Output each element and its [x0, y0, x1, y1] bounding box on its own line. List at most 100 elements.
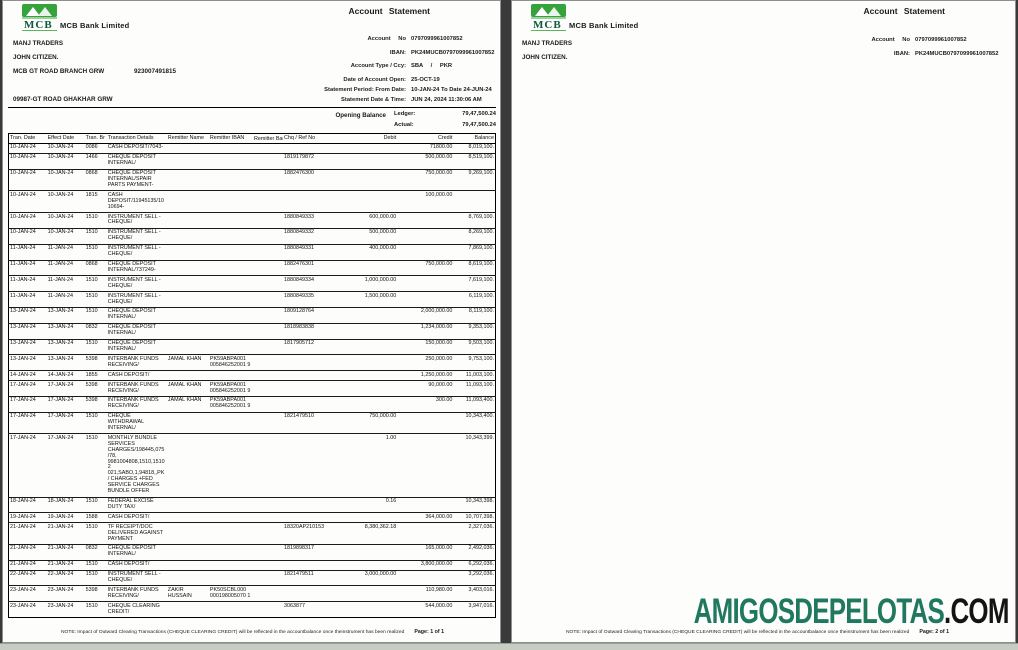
table-row: 11-JAN-24 11-JAN-24 1510 INSTRUMENT SELL - … — [8, 275, 496, 292]
cell-chq-ref-no: 1880849334 — [284, 276, 314, 283]
cell-remitter-bank — [253, 570, 283, 586]
cell-remitter-iban: PK59ABPA001 005846252001 9 — [209, 381, 251, 394]
cell-tran-date: 13-JAN-24 — [10, 324, 36, 331]
cell-remitter-iban — [209, 523, 253, 545]
statement-table-wrap: Tran. Date Effect Date Tran. Br Transaction… — [8, 133, 496, 619]
customer-line2: JOHN CITIZEN. — [13, 54, 59, 61]
cell-chq-ref-no — [283, 371, 345, 381]
cell-effect-date: 10-JAN-24 — [47, 170, 74, 177]
table-row: 13-JAN-24 13-JAN-24 5398 INTERBANK FUNDS RE… — [8, 354, 496, 371]
cell-details: INTERBANK FUNDS RECEIVING/ — [107, 586, 159, 599]
cell-remitter-bank — [253, 323, 283, 339]
cell-effect-date: 10-JAN-24 — [47, 213, 74, 220]
cell-remitter-name — [167, 323, 209, 339]
cell-remitter-name — [167, 371, 209, 381]
cell-chq-ref-no: 3063877 — [284, 602, 305, 609]
cell-effect-date: 23-JAN-24 — [47, 586, 74, 593]
cell-tran-br: 0868 — [85, 170, 98, 177]
table-row: 23-JAN-24 23-JAN-24 5398 INTERBANK FUNDS RE… — [8, 585, 496, 602]
cell-credit: 90,000.00 — [428, 381, 453, 388]
cell-effect-date: 14-JAN-24 — [47, 371, 74, 378]
table-row: 17-JAN-24 17-JAN-24 5398 INTERBANK FUNDS RE… — [8, 396, 496, 412]
cell-remitter-name — [167, 513, 209, 523]
cell-balance: 10,343,400. — [465, 413, 494, 420]
statement-page-1: MCB MCB Bank Limited Account Statement M… — [2, 0, 501, 643]
cell-tran-date: 13-JAN-24 — [10, 308, 36, 315]
cell-debit — [345, 260, 397, 276]
cell-credit: 110,980.00 — [425, 586, 453, 593]
cell-tran-br: 5398 — [85, 397, 98, 404]
cell-details: CHEQUE DEPOSIT INTERNAL/ — [107, 340, 156, 352]
cell-remitter-bank — [253, 339, 283, 355]
table-row: 21-JAN-24 21-JAN-24 1510 TF RECEIPT/DOC DEL… — [8, 522, 496, 545]
cell-chq-ref-no — [283, 434, 345, 497]
table-row: 10-JAN-24 10-JAN-24 0086 CASH DEPOSIT/7043-… — [8, 143, 496, 153]
table-row: 10-JAN-24 10-JAN-24 0868 CHEQUE DEPOSIT INT… — [8, 169, 496, 191]
cell-tran-date: 11-JAN-24 — [10, 292, 36, 299]
table-row: 10-JAN-24 10-JAN-24 1466 CHEQUE DEPOSIT INT… — [8, 153, 496, 169]
cell-remitter-name: JAMAL KHAN — [167, 397, 202, 404]
cell-chq-ref-no: 1809128764 — [284, 308, 314, 315]
cell-remitter-bank — [253, 169, 283, 191]
iban-value: PK24MUCB0797099961007852 — [411, 50, 495, 56]
cell-remitter-name: JAMAL KHAN — [167, 355, 202, 362]
cell-remitter-name — [167, 434, 209, 497]
cell-debit — [345, 396, 397, 412]
taskbar-strip — [0, 643, 1018, 650]
cell-balance: 9,353,100. — [468, 324, 494, 331]
cell-remitter-bank — [253, 544, 283, 560]
statement-period-row: Statement Period: From Date: 10-JAN-24 T… — [3, 87, 500, 93]
header-details: Transaction Details — [107, 134, 154, 141]
cell-details: INSTRUMENT SELL - CHEQUE/ — [107, 213, 161, 226]
cell-balance: 7,869,100. — [468, 245, 494, 252]
cell-debit — [345, 339, 397, 355]
cell-credit — [397, 292, 453, 308]
cell-credit: 1,234,000.00 — [420, 324, 453, 331]
branch-line: MCB GT ROAD BRANCH GRW 923007491815 — [13, 68, 176, 75]
cell-credit: 2,000,000.00 — [420, 308, 453, 315]
cell-credit: 300.00 — [435, 397, 453, 404]
cell-credit: 750,000.00 — [425, 261, 453, 267]
cell-balance: 11,093,400. — [465, 397, 494, 404]
cell-tran-br: 1510 — [85, 561, 98, 568]
header-chq-ref-no: Chq / Ref No — [284, 134, 316, 141]
cell-credit: 71800.00 — [429, 144, 453, 151]
table-row: 11-JAN-24 11-JAN-24 1510 INSTRUMENT SELL - … — [8, 291, 496, 308]
cell-effect-date: 10-JAN-24 — [47, 154, 74, 161]
cell-details: CHEQUE DEPOSIT INTERNAL/737249- — [107, 261, 156, 273]
cell-debit — [345, 560, 397, 570]
cell-chq-ref-no: 1817905712 — [284, 340, 314, 347]
cell-tran-date: 18-JAN-24 — [10, 498, 36, 504]
cell-balance: 9,269,100. — [468, 170, 494, 177]
cell-tran-br: 5398 — [85, 381, 98, 388]
cell-remitter-name — [167, 153, 209, 169]
cell-tran-br: 0868 — [85, 261, 98, 267]
cell-remitter-iban — [209, 153, 253, 169]
cell-chq-ref-no: 1819898317 — [284, 545, 314, 552]
cell-remitter-name — [167, 169, 209, 191]
watermark-tld: .COM — [944, 592, 1009, 631]
cell-details: INTERBANK FUNDS RECEIVING/ — [107, 355, 159, 368]
cell-remitter-bank — [253, 191, 283, 213]
table-row: 13-JAN-24 13-JAN-24 0832 CHEQUE DEPOSIT INT… — [8, 323, 496, 339]
cell-credit: 544,000.00 — [425, 602, 453, 609]
cell-remitter-name: JAMAL KHAN — [167, 381, 202, 388]
cell-debit: 750,000.00 — [369, 413, 397, 420]
cell-balance: 11,093,100. — [465, 381, 494, 388]
table-row: 23-JAN-24 23-JAN-24 1510 CHEQUE CLEARING CR… — [8, 601, 496, 618]
cell-tran-date: 22-JAN-24 — [10, 571, 36, 578]
cell-tran-br: 1510 — [85, 340, 98, 347]
table-row: 21-JAN-24 21-JAN-24 1510 CASH DEPOSIT/3,800… — [8, 560, 496, 570]
cell-tran-br: 1510 — [85, 292, 98, 299]
clearing-note: NOTE: Impact of Outward Clearing Transac… — [61, 630, 405, 635]
cell-details: INSTRUMENT SELL - CHEQUE/ — [107, 229, 161, 242]
cell-details: FEDERAL EXCISE DUTY TAX/ — [107, 498, 154, 510]
cell-credit: 250,000.00 — [425, 355, 453, 362]
page-number: Page: 1 of 1 — [414, 629, 445, 635]
cell-remitter-bank — [253, 560, 283, 570]
statement-datetime-row: Statement Date & Time: JUN 24, 2024 11:3… — [3, 97, 500, 103]
cell-details: INSTRUMENT SELL - CHEQUE/ — [107, 276, 161, 289]
cell-debit: 8,380,362.18 — [364, 523, 397, 530]
header-balance: Balance — [474, 134, 494, 141]
